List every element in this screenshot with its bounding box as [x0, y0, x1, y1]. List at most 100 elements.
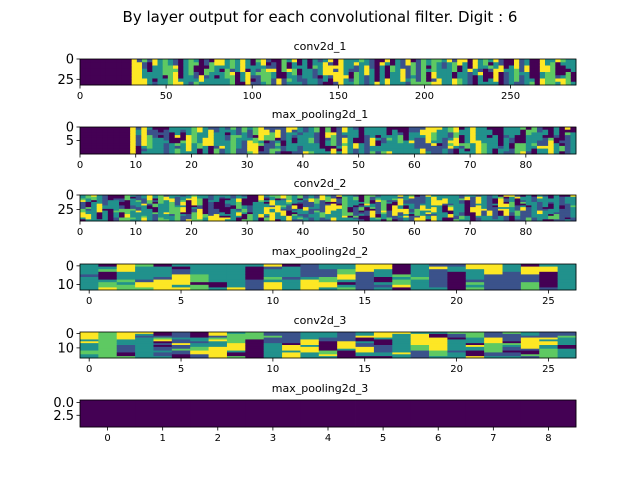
heatmap-cell: [80, 341, 99, 344]
heatmap-cell: [503, 78, 510, 83]
heatmap-cell: [509, 217, 516, 220]
heatmap-cell: [85, 205, 92, 208]
heatmap-cell: [183, 59, 189, 63]
heatmap-cell: [531, 137, 538, 141]
heatmap-cell: [564, 151, 571, 155]
heatmap-cell: [325, 217, 332, 220]
heatmap-cell: [464, 127, 471, 131]
heatmap-cell: [447, 214, 454, 217]
heatmap-cell: [336, 195, 343, 198]
heatmap-cell: [153, 274, 173, 278]
heatmap-cell: [214, 65, 220, 70]
heatmap-cell: [467, 81, 474, 86]
heatmap-cell: [337, 348, 356, 351]
heatmap-cell: [318, 352, 338, 355]
heatmap-cell: [392, 348, 412, 351]
heatmap-cell: [185, 219, 192, 222]
heatmap-cell: [146, 135, 153, 139]
heatmap-cell: [400, 62, 406, 66]
heatmap-cell: [442, 217, 449, 220]
heatmap-cell: [236, 203, 243, 206]
heatmap-cell: [102, 214, 109, 217]
heatmap-cell: [475, 198, 482, 201]
heatmap-cell: [560, 62, 567, 66]
heatmap-cell: [472, 72, 479, 76]
heatmap-cell: [514, 201, 521, 205]
heatmap-cell: [403, 205, 410, 208]
heatmap-cell: [308, 129, 315, 133]
heatmap-cell: [275, 215, 282, 218]
heatmap-cell: [302, 135, 309, 139]
heatmap-cell: [483, 75, 489, 79]
heatmap-cell: [565, 81, 572, 86]
heatmap-cell: [208, 127, 215, 131]
heatmap-cell: [492, 201, 499, 205]
heatmap-cell: [95, 65, 102, 70]
heatmap-cell: [191, 200, 198, 203]
heatmap-cell: [405, 62, 412, 66]
heatmap-cell: [208, 348, 228, 351]
heatmap-cell: [202, 151, 209, 155]
heatmap-cell: [397, 212, 404, 215]
heatmap-cell: [470, 140, 477, 144]
heatmap-cell: [213, 140, 220, 144]
heatmap-cell: [353, 132, 360, 136]
heatmap-cell: [570, 148, 577, 152]
heatmap-cell: [119, 137, 125, 141]
heatmap-cell: [307, 72, 313, 76]
heatmap-cell: [384, 68, 391, 73]
heatmap-cell: [542, 219, 549, 222]
heatmap-cell: [130, 219, 137, 222]
heatmap-cell: [219, 201, 226, 205]
heatmap-cell: [481, 196, 488, 199]
heatmap-cell: [550, 68, 556, 73]
heatmap-cell: [116, 332, 136, 335]
x-tick-label: 5: [380, 433, 386, 444]
heatmap-cell: [325, 219, 332, 222]
heatmap-cell: [514, 207, 521, 210]
heatmap-cell: [431, 59, 437, 63]
heatmap-cell: [403, 140, 410, 144]
heatmap-cell: [520, 282, 540, 286]
heatmap-cell: [275, 198, 282, 201]
heatmap-cell: [255, 81, 262, 86]
heatmap-cell: [431, 148, 438, 152]
subplot-title: conv2d_3: [294, 314, 347, 327]
heatmap-cell: [425, 208, 432, 211]
heatmap-cell: [229, 59, 236, 63]
heatmap-cell: [275, 210, 282, 213]
heatmap-cell: [436, 200, 443, 203]
heatmap-cell: [492, 145, 499, 149]
heatmap-cell: [436, 151, 443, 155]
heatmap-cell: [536, 217, 543, 220]
heatmap-cell: [333, 78, 339, 83]
heatmap-cell: [447, 346, 467, 350]
axes-frame: [79, 194, 577, 222]
heatmap-cell: [355, 400, 412, 428]
heatmap-cell: [425, 198, 432, 201]
heatmap-cell: [484, 356, 503, 359]
heatmap-cell: [230, 145, 237, 149]
heatmap-cell: [80, 279, 99, 283]
heatmap-cell: [169, 129, 176, 133]
heatmap-cell: [553, 151, 560, 155]
heatmap-cell: [348, 78, 355, 83]
heatmap-cell: [514, 208, 521, 211]
heatmap-cell: [80, 65, 86, 70]
heatmap-cell: [111, 62, 117, 66]
heatmap-cell: [191, 132, 198, 136]
heatmap-cell: [410, 68, 417, 73]
heatmap-cell: [514, 127, 521, 131]
heatmap-cell: [497, 205, 504, 208]
heatmap-cell: [263, 269, 283, 273]
heatmap-cell: [204, 59, 210, 63]
heatmap-cell: [297, 198, 304, 201]
heatmap-cell: [286, 151, 293, 155]
y-tick-label: 0: [66, 189, 74, 204]
heatmap-cell: [358, 215, 365, 218]
heatmap-cell: [410, 264, 430, 267]
heatmap-cell: [392, 219, 399, 222]
heatmap-cell: [197, 205, 203, 208]
heatmap-cell: [475, 145, 482, 149]
heatmap-cell: [193, 72, 200, 76]
